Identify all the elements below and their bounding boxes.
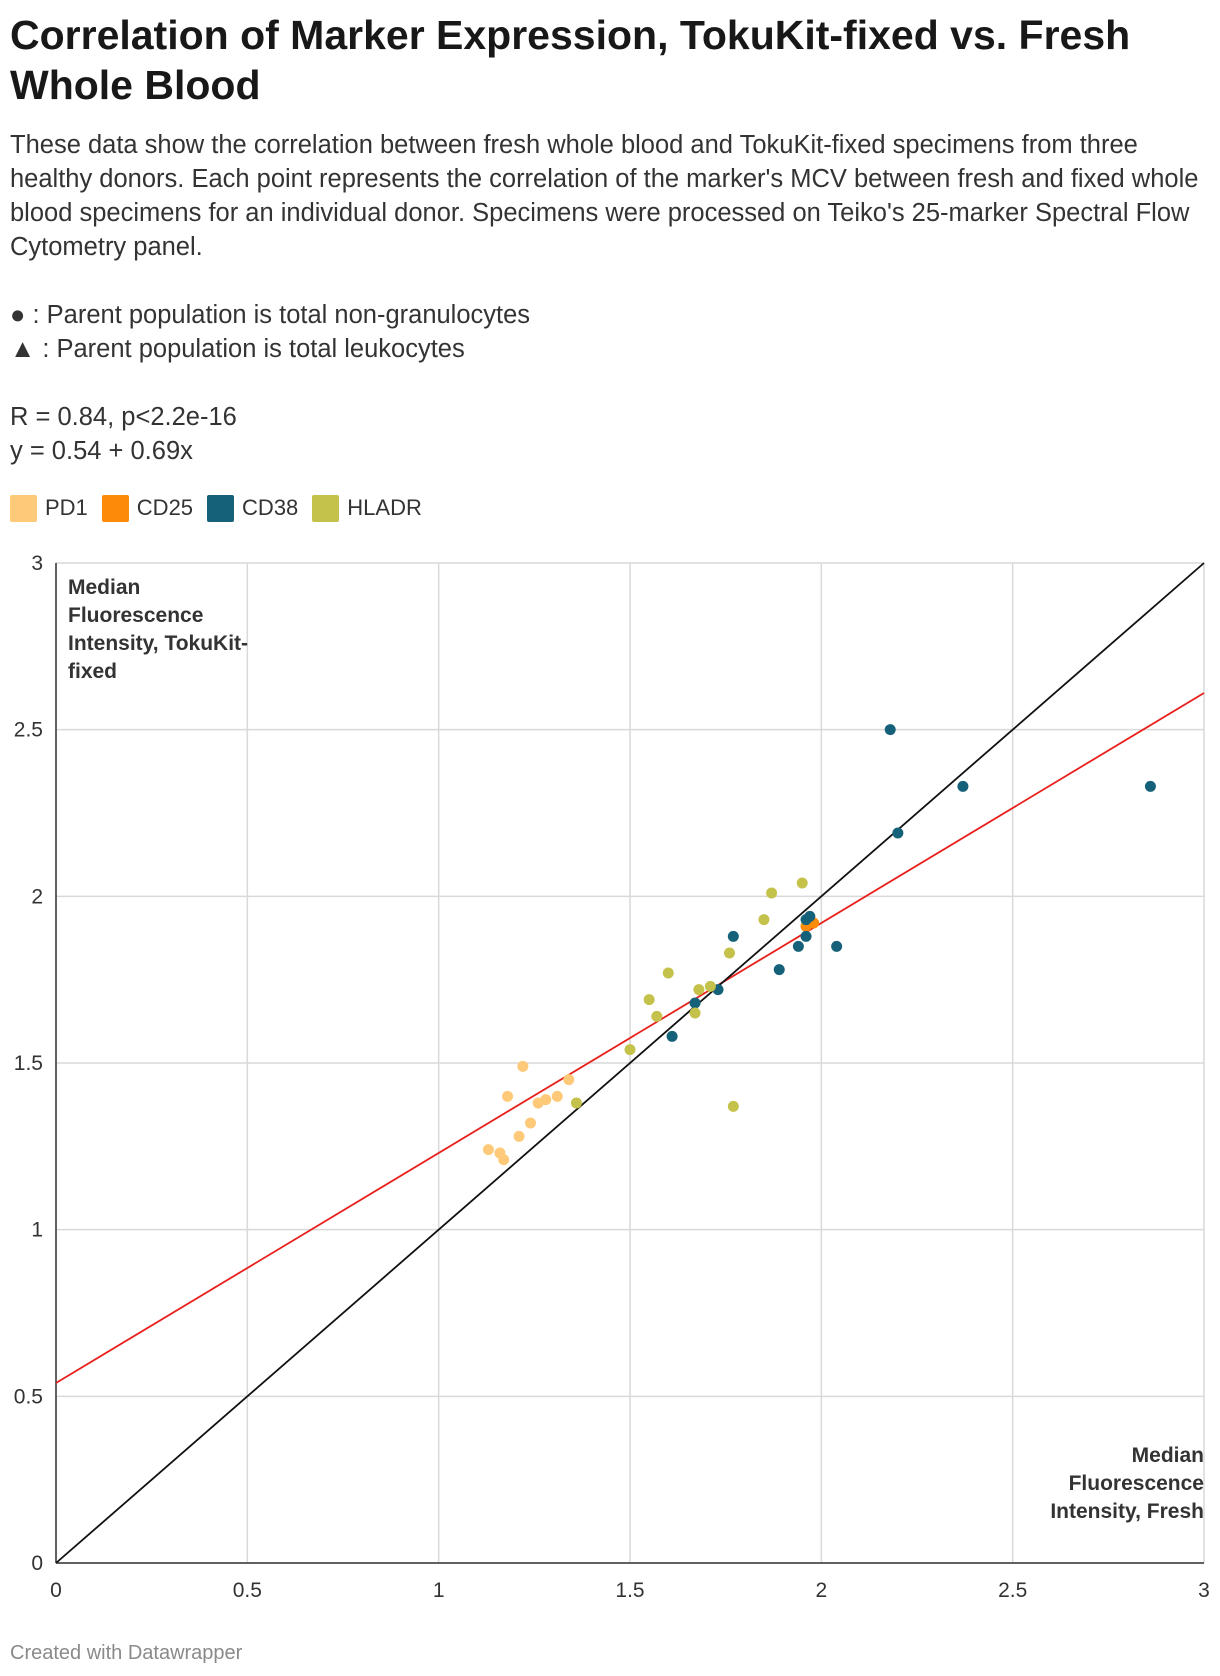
point-pd1	[482, 1144, 494, 1156]
note-circle: ● : Parent population is total non-granu…	[10, 301, 531, 329]
y-tick-label: 2	[31, 885, 43, 908]
point-cd38	[892, 827, 904, 839]
point-cd38	[727, 930, 739, 942]
point-pd1	[517, 1060, 529, 1072]
chart-title: Correlation of Marker Expression, TokuKi…	[10, 12, 1131, 108]
point-hladr	[796, 877, 808, 889]
regression-line	[55, 692, 1205, 1384]
point-pd1	[498, 1154, 510, 1166]
stat-equation: y = 0.54 + 0.69x	[10, 437, 193, 465]
point-hladr	[758, 914, 770, 926]
point-cd38	[1144, 780, 1156, 792]
point-hladr	[570, 1097, 582, 1109]
stat-r: R = 0.84, p<2.2e-16	[10, 403, 237, 431]
legend-label: PD1	[45, 495, 88, 520]
point-hladr	[624, 1044, 636, 1056]
point-cd38	[804, 910, 816, 922]
point-pd1	[502, 1090, 514, 1102]
point-cd38	[800, 930, 812, 942]
point-cd38	[884, 724, 896, 736]
point-hladr	[704, 980, 716, 992]
y-tick-label: 3	[31, 552, 43, 575]
note-triangle: ▲ : Parent population is total leukocyte…	[10, 335, 465, 363]
point-pd1	[563, 1074, 575, 1086]
point-pd1	[540, 1094, 552, 1106]
x-axis-title: Median Fluorescence Intensity, Fresh	[1050, 1444, 1204, 1523]
x-tick-label: 2	[815, 1579, 827, 1602]
point-cd38	[689, 997, 701, 1009]
y-tick-label: 0	[31, 1552, 43, 1575]
legend-swatch	[101, 494, 129, 522]
identity-line	[55, 562, 1205, 1564]
point-cd38	[666, 1030, 678, 1042]
x-tick-label: 0.5	[233, 1579, 262, 1602]
point-hladr	[766, 887, 778, 899]
point-hladr	[727, 1100, 739, 1112]
chart-description: These data show the correlation between …	[10, 128, 1200, 468]
x-tick-label: 1.5	[615, 1579, 644, 1602]
y-tick-label: 2.5	[14, 719, 43, 742]
x-tick-label: 3	[1198, 1579, 1210, 1602]
point-cd38	[792, 940, 804, 952]
point-cd38	[773, 964, 785, 976]
legend-label: HLADR	[347, 495, 422, 520]
legend-label: CD38	[242, 495, 299, 520]
legend-swatch	[10, 494, 37, 522]
legend-swatch	[207, 494, 235, 522]
point-hladr	[693, 984, 705, 996]
legend-item-hladr: HLADR	[312, 494, 422, 522]
point-hladr	[689, 1007, 701, 1019]
x-tick-label: 1	[433, 1579, 445, 1602]
point-pd1	[525, 1117, 537, 1129]
y-tick-label: 1.5	[14, 1052, 43, 1075]
legend-item-cd38: CD38	[207, 494, 299, 522]
y-axis-title: Median Fluorescence Intensity, TokuKit-fix…	[68, 576, 248, 683]
point-pd1	[551, 1090, 563, 1102]
point-hladr	[643, 994, 655, 1006]
legend-item-cd25: CD25	[101, 494, 194, 522]
x-tick-label: 2.5	[998, 1579, 1027, 1602]
x-tick-label: 0	[50, 1579, 62, 1602]
legend-label: CD25	[136, 495, 194, 520]
point-pd1	[513, 1130, 525, 1142]
point-cd38	[831, 940, 843, 952]
y-tick-label: 0.5	[14, 1385, 43, 1408]
description-text: These data show the correlation between …	[10, 131, 1199, 261]
point-hladr	[662, 967, 674, 979]
y-tick-label: 1	[31, 1219, 43, 1242]
scatter-chart: 0 0.5 1 1.5 2 2.5 3 0 0.5 1 1.5 2 2.5 3 Median Fluoresc…	[14, 552, 1210, 1602]
point-hladr	[651, 1010, 663, 1022]
legend-item-pd1: PD1	[10, 494, 88, 522]
point-hladr	[723, 947, 735, 959]
footer-credit: Created with Datawrapper	[10, 1642, 243, 1664]
point-cd38	[957, 780, 969, 792]
legend: PD1 CD25 CD38 HLADR	[10, 493, 436, 523]
legend-swatch	[312, 494, 340, 522]
